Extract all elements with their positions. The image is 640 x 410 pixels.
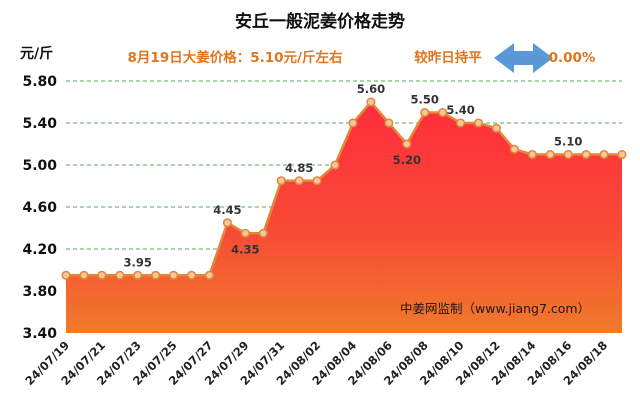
data-point bbox=[366, 97, 376, 107]
data-point bbox=[473, 118, 484, 128]
data-point bbox=[294, 176, 304, 186]
data-label: 5.40 bbox=[446, 103, 474, 117]
data-label: 4.45 bbox=[213, 203, 241, 217]
data-point bbox=[186, 270, 197, 280]
data-point bbox=[348, 118, 358, 128]
y-tick-label: 5.40 bbox=[22, 116, 57, 132]
data-label: 5.10 bbox=[554, 135, 582, 149]
data-point bbox=[491, 123, 502, 133]
price-area bbox=[66, 102, 622, 333]
y-tick-label: 5.80 bbox=[22, 74, 57, 90]
data-label: 5.20 bbox=[393, 153, 421, 167]
y-tick-label: 5.00 bbox=[22, 158, 57, 174]
data-point bbox=[276, 176, 286, 186]
data-label: 4.85 bbox=[285, 161, 313, 175]
data-point bbox=[545, 149, 555, 160]
data-point bbox=[617, 149, 627, 160]
data-point bbox=[258, 228, 268, 238]
data-point bbox=[169, 270, 179, 280]
chart-subtitle: 8月19日大姜价格：5.10元/斤左右 bbox=[128, 49, 343, 66]
y-axis-ticks: 3.40 3.80 4.20 4.60 5.00 5.40 5.80 bbox=[22, 74, 57, 342]
data-point bbox=[240, 228, 250, 238]
data-point bbox=[97, 270, 107, 280]
y-axis-unit: 元/斤 bbox=[20, 45, 53, 62]
data-point bbox=[330, 160, 340, 170]
data-point bbox=[599, 149, 609, 160]
change-value: 0.00% bbox=[549, 50, 596, 66]
data-point bbox=[222, 218, 232, 228]
y-tick-label: 4.20 bbox=[22, 242, 57, 258]
double-arrow-icon bbox=[494, 43, 553, 73]
data-label: 5.60 bbox=[357, 82, 385, 96]
data-point bbox=[509, 144, 519, 154]
price-markers bbox=[61, 97, 627, 280]
y-tick-label: 3.40 bbox=[22, 326, 57, 342]
data-label: 3.95 bbox=[124, 255, 152, 269]
x-axis-ticks: 24/07/1924/07/2124/07/2324/07/2524/07/27… bbox=[22, 338, 610, 388]
data-point bbox=[115, 270, 125, 280]
data-point bbox=[204, 270, 215, 280]
data-point bbox=[527, 149, 537, 160]
data-point bbox=[79, 270, 89, 280]
change-label: 较昨日持平 bbox=[414, 49, 482, 66]
area-fill bbox=[66, 102, 622, 333]
chart-title: 安丘一般泥姜价格走势 bbox=[235, 11, 405, 32]
data-point bbox=[151, 270, 161, 280]
data-point bbox=[384, 118, 394, 128]
data-point bbox=[563, 149, 573, 160]
data-point bbox=[420, 107, 430, 118]
data-labels: 3.95 4.45 4.35 4.85 5.60 5.20 5.50 5.40 5.10 bbox=[124, 82, 583, 269]
y-tick-label: 4.60 bbox=[22, 200, 57, 216]
data-point bbox=[312, 176, 322, 186]
watermark: 中姜网监制（www.jiang7.com） bbox=[400, 301, 590, 316]
data-point bbox=[456, 118, 466, 128]
data-point bbox=[438, 107, 448, 118]
data-point bbox=[402, 139, 412, 149]
data-label: 5.50 bbox=[411, 93, 439, 107]
y-tick-label: 3.80 bbox=[22, 284, 57, 300]
data-point bbox=[133, 270, 143, 280]
data-point bbox=[61, 270, 71, 280]
data-label: 4.35 bbox=[231, 242, 259, 256]
data-point bbox=[581, 149, 591, 160]
